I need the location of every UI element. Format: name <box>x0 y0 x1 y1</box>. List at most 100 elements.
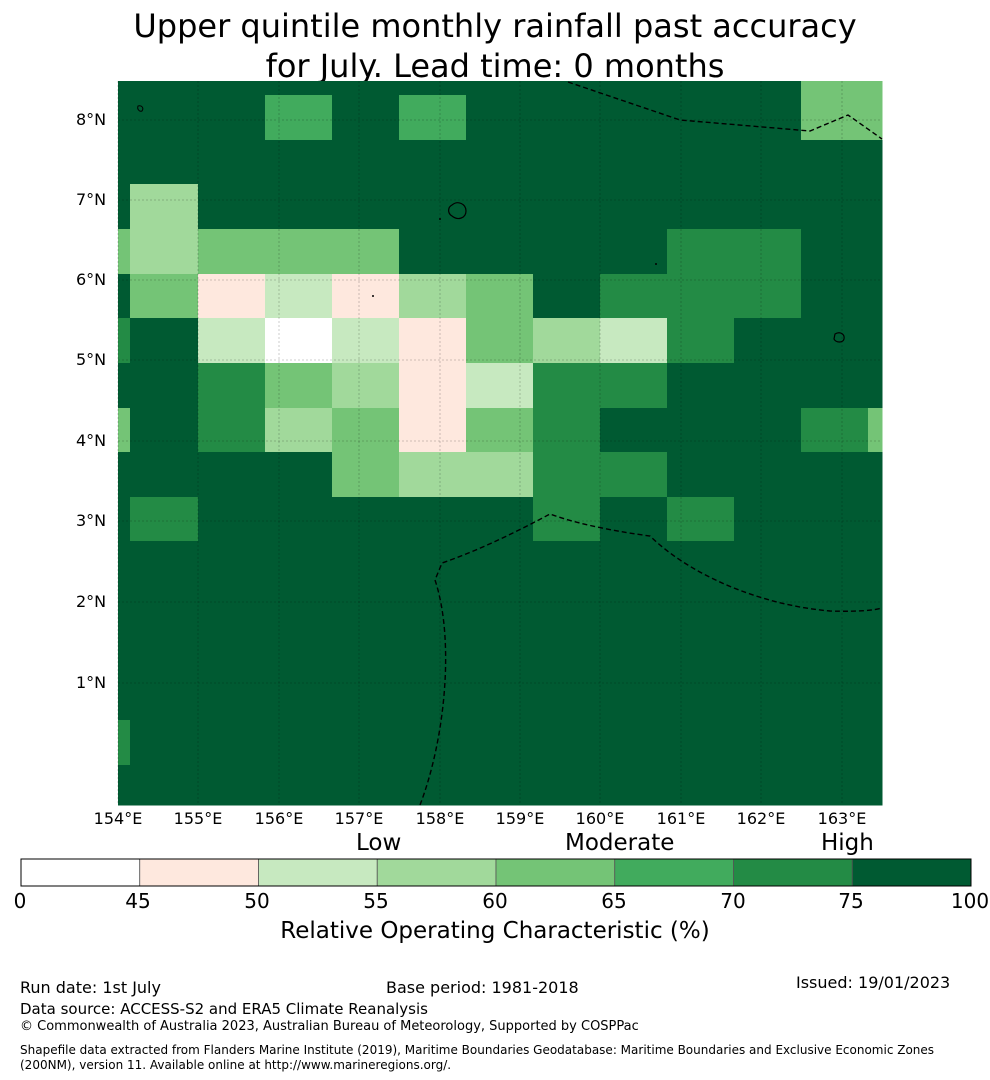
roc-cell <box>533 541 601 587</box>
colorbar-tick: 100 <box>950 889 990 913</box>
roc-cell <box>399 586 467 632</box>
tier-high-label: High <box>821 830 874 856</box>
roc-cell <box>600 229 668 275</box>
title-line-2: for July. Lead time: 0 months <box>265 47 725 85</box>
roc-cell <box>466 318 534 364</box>
roc-cell <box>868 274 883 319</box>
map-title: Upper quintile monthly rainfall past acc… <box>0 6 990 86</box>
colorbar-tick: 60 <box>482 889 508 913</box>
roc-cell <box>533 274 601 319</box>
roc-cell <box>868 184 883 230</box>
roc-cell <box>600 81 668 96</box>
roc-cell <box>734 95 802 141</box>
roc-cell <box>118 318 131 364</box>
roc-cell <box>868 497 883 542</box>
colorbar-segment <box>20 858 141 887</box>
roc-cell <box>868 95 883 141</box>
roc-cell <box>399 631 467 677</box>
islet-1 <box>439 218 441 220</box>
roc-cell <box>466 676 534 721</box>
roc-cell <box>130 229 199 275</box>
roc-cell <box>332 631 400 677</box>
roc-cell <box>667 452 735 498</box>
roc-cell <box>600 363 668 409</box>
roc-cell <box>399 452 467 498</box>
roc-cell <box>130 318 199 364</box>
roc-cell <box>466 631 534 677</box>
roc-cell <box>466 408 534 453</box>
roc-cell <box>118 140 131 185</box>
roc-cell <box>533 586 601 632</box>
roc-cell <box>801 363 869 409</box>
roc-cell <box>667 541 735 587</box>
roc-cell <box>734 676 802 721</box>
roc-cell <box>600 318 668 364</box>
title-line-1: Upper quintile monthly rainfall past acc… <box>133 7 857 45</box>
roc-cell <box>734 318 802 364</box>
roc-cell <box>667 184 735 230</box>
lat-label: 2°N <box>76 592 107 611</box>
roc-cell <box>533 631 601 677</box>
roc-cell <box>667 631 735 677</box>
lat-label: 8°N <box>76 110 107 129</box>
roc-cell <box>801 676 869 721</box>
roc-cell <box>734 631 802 677</box>
roc-cell <box>399 95 467 141</box>
roc-cell <box>466 229 534 275</box>
roc-cell <box>130 720 199 766</box>
roc-cell <box>868 452 883 498</box>
roc-cell <box>466 720 534 766</box>
roc-cell <box>118 184 131 230</box>
roc-cell <box>130 140 199 185</box>
roc-cell <box>332 541 400 587</box>
roc-cell <box>667 95 735 141</box>
roc-cell <box>265 95 333 141</box>
colorbar-segment <box>733 858 853 887</box>
roc-cell <box>399 497 467 542</box>
roc-cell <box>332 452 400 498</box>
roc-cell <box>265 140 333 185</box>
roc-cell <box>667 81 735 96</box>
lat-label: 7°N <box>76 190 107 209</box>
roc-cell <box>801 140 869 185</box>
roc-cell <box>466 541 534 587</box>
graticule-lines <box>117 81 882 805</box>
colorbar-label: Relative Operating Characteristic (%) <box>280 918 710 944</box>
roc-cell <box>332 318 400 364</box>
roc-cell <box>801 765 869 806</box>
roc-cell <box>332 408 400 453</box>
roc-cell <box>533 497 601 542</box>
roc-cell <box>332 184 400 230</box>
roc-cell <box>399 720 467 766</box>
roc-cell <box>734 81 802 96</box>
roc-cell <box>198 229 266 275</box>
roc-cell <box>466 586 534 632</box>
roc-cell <box>533 676 601 721</box>
roc-cell <box>667 408 735 453</box>
roc-cell <box>198 408 266 453</box>
roc-cell <box>466 184 534 230</box>
roc-cell <box>801 274 869 319</box>
roc-cell <box>533 363 601 409</box>
roc-cell <box>801 452 869 498</box>
colorbar-tick: 65 <box>601 889 627 913</box>
roc-cell <box>332 676 400 721</box>
tier-moderate-label: Moderate <box>565 830 675 856</box>
roc-cell <box>399 81 467 96</box>
roc-cell <box>600 497 668 542</box>
roc-cell <box>868 720 883 766</box>
roc-cell <box>130 81 199 96</box>
eez-boundary-south <box>419 513 883 806</box>
base-period: Base period: 1981-2018 <box>386 978 579 997</box>
lon-label: 162°E <box>736 809 786 828</box>
roc-cell <box>600 541 668 587</box>
roc-cell <box>868 765 883 806</box>
island-pohnpei <box>448 202 467 220</box>
roc-cell <box>667 497 735 542</box>
roc-cell <box>399 408 467 453</box>
roc-cell <box>130 541 199 587</box>
roc-cell <box>130 408 199 453</box>
roc-cell <box>130 765 199 806</box>
roc-cell <box>868 229 883 275</box>
